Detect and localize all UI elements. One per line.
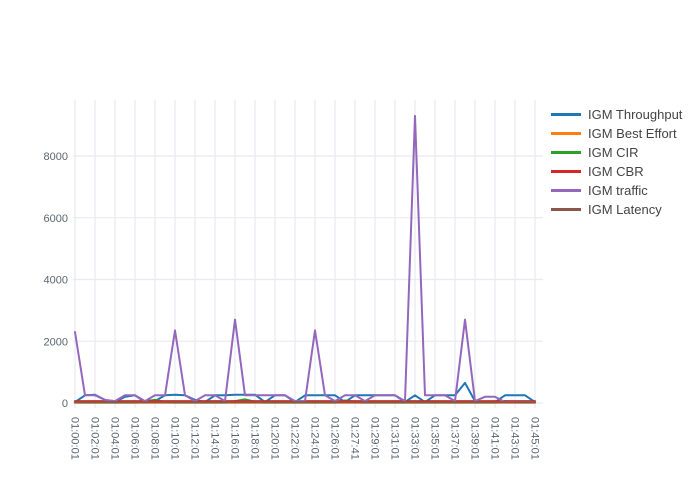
x-tick-label: 01:08:01 xyxy=(148,417,160,460)
legend-item-igm-cbr[interactable]: IGM CBR xyxy=(551,162,682,181)
x-tick-label: 01:18:01 xyxy=(248,417,260,460)
grid-layer xyxy=(73,100,543,408)
legend-line-swatch xyxy=(551,189,581,192)
x-tick-label: 01:27:41 xyxy=(348,417,360,460)
x-tick-label: 01:04:01 xyxy=(108,417,120,460)
legend-label: IGM Throughput xyxy=(588,107,683,122)
legend-item-igm-throughput[interactable]: IGM Throughput xyxy=(551,105,682,124)
x-tick-label: 01:22:01 xyxy=(288,417,300,460)
x-tick-label: 01:45:01 xyxy=(528,417,540,460)
legend-line-swatch xyxy=(551,151,581,154)
legend-item-igm-best-effort[interactable]: IGM Best Effort xyxy=(551,124,682,143)
legend-item-igm-latency[interactable]: IGM Latency xyxy=(551,200,682,219)
y-tick-label: 4000 xyxy=(44,275,68,287)
x-tick-label: 01:29:01 xyxy=(368,417,380,460)
legend-line-swatch xyxy=(551,170,581,173)
y-tick-label: 6000 xyxy=(44,213,68,225)
x-tick-label: 01:14:01 xyxy=(208,417,220,460)
legend-line-swatch xyxy=(551,208,581,211)
x-tick-label: 01:43:01 xyxy=(508,417,520,460)
legend-label: IGM Latency xyxy=(588,202,662,217)
legend-item-igm-traffic[interactable]: IGM traffic xyxy=(551,181,682,200)
axis-layer: 0 2000 4000 6000 8000 01:00:01 01:02:01 01:04:0… xyxy=(44,151,541,460)
legend-label: IGM traffic xyxy=(588,183,648,198)
x-tick-label: 01:35:01 xyxy=(428,417,440,460)
x-tick-label: 01:12:01 xyxy=(188,417,200,460)
x-tick-label: 01:39:01 xyxy=(468,417,480,460)
x-tick-label: 01:31:01 xyxy=(388,417,400,460)
x-tick-label: 01:33:01 xyxy=(408,417,420,460)
x-tick-label: 01:00:01 xyxy=(68,417,80,460)
legend-line-swatch xyxy=(551,132,581,135)
y-tick-label: 0 xyxy=(62,398,68,410)
series-line-igm-traffic xyxy=(74,114,536,404)
y-tick-label: 8000 xyxy=(44,151,68,163)
legend-label: IGM Best Effort xyxy=(588,126,677,141)
x-tick-label: 01:16:01 xyxy=(228,417,240,460)
x-tick-label: 01:02:01 xyxy=(88,417,100,460)
x-tick-label: 01:41:01 xyxy=(488,417,500,460)
legend-item-igm-cir[interactable]: IGM CIR xyxy=(551,143,682,162)
x-tick-label: 01:06:01 xyxy=(128,417,140,460)
x-tick-label: 01:37:01 xyxy=(448,417,460,460)
x-tick-label: 01:10:01 xyxy=(168,417,180,460)
x-tick-label: 01:20:01 xyxy=(268,417,280,460)
legend-label: IGM CBR xyxy=(588,164,644,179)
legend-label: IGM CIR xyxy=(588,145,639,160)
x-tick-label: 01:24:01 xyxy=(308,417,320,460)
legend: IGM Throughput IGM Best Effort IGM CIR IGM … xyxy=(551,105,682,219)
x-tick-label: 01:26:01 xyxy=(328,417,340,460)
series-layer xyxy=(74,114,536,404)
legend-line-swatch xyxy=(551,113,581,116)
y-tick-label: 2000 xyxy=(44,336,68,348)
